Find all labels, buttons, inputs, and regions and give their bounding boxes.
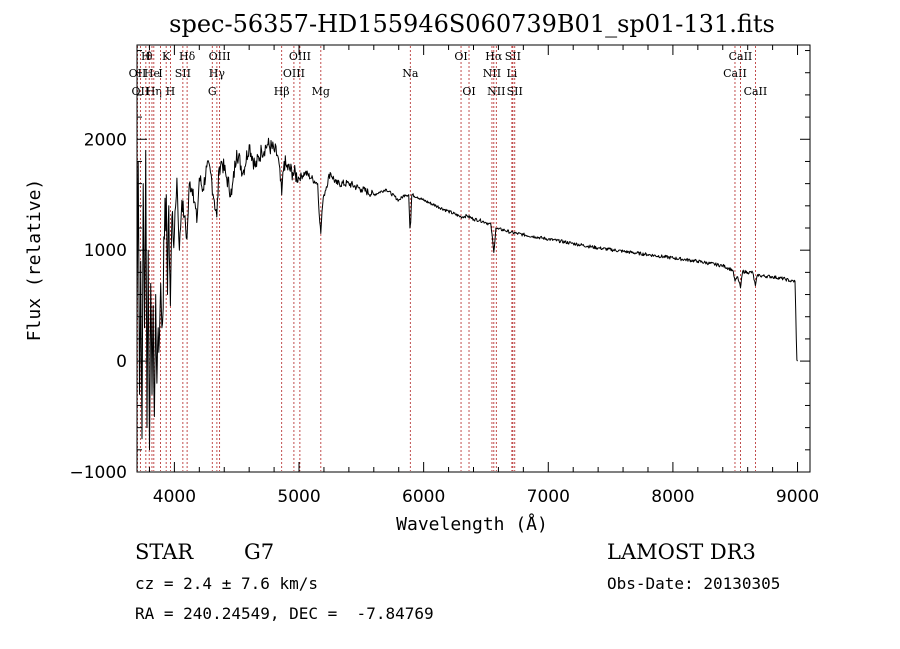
ra-dec-coordinates: RA = 240.24549, DEC = -7.84769 (135, 604, 434, 623)
line-label-7: K (162, 50, 171, 63)
x-tick-label-5: 9000 (776, 487, 819, 507)
spectral-line-markers: OIIOIIHθHηHeIKHSIIHδGHγOIIIHβOIIIOIIIMgN… (129, 46, 768, 471)
x-tick-label-4: 8000 (651, 487, 694, 507)
y-tick-label-2: 1000 (84, 241, 127, 261)
line-label-2: H (141, 50, 151, 63)
line-label-15: OIII (283, 67, 305, 80)
spectrum-series (136, 137, 798, 451)
x-tick-label-2: 6000 (402, 487, 445, 507)
line-label-23: NII (487, 85, 505, 98)
line-label-14: Hβ (274, 85, 290, 98)
line-label-24: Li (506, 67, 517, 80)
line-label-12: Hγ (209, 67, 226, 80)
line-label-13: OIII (209, 50, 231, 63)
line-label-19: OI (454, 50, 467, 63)
observation-date: Obs-Date: 20130305 (607, 574, 781, 593)
line-label-9: SII (175, 67, 191, 80)
x-tick-label-0: 4000 (153, 487, 196, 507)
line-label-4: Hη (146, 85, 162, 98)
line-label-28: CaII (729, 50, 753, 63)
x-tick-label-1: 5000 (277, 487, 320, 507)
line-label-6: I (158, 67, 162, 80)
line-label-11: G (208, 85, 217, 98)
x-tick-label-3: 7000 (527, 487, 570, 507)
plot-frame (136, 44, 811, 473)
y-tick-label-1: 0 (116, 352, 127, 372)
y-axis-label: Flux (relative) (24, 179, 45, 342)
line-label-16: OIII (289, 50, 311, 63)
line-label-10: Hδ (179, 50, 196, 63)
line-label-29: CaII (744, 85, 768, 98)
spectrum-line (136, 137, 798, 451)
object-class: STAR (135, 540, 194, 564)
line-label-18: Na (402, 67, 419, 80)
axis-ticks: 4000 5000 6000 7000 8000 9000 −1000 0 1000 2000 (69, 45, 819, 507)
survey-name: LAMOST DR3 (607, 540, 756, 564)
line-label-17: Mg (312, 85, 330, 98)
line-label-21: NII (483, 67, 501, 80)
line-label-27: CaII (723, 67, 747, 80)
line-label-5: He (144, 67, 160, 80)
line-label-20: OI (462, 85, 475, 98)
y-tick-label-3: 2000 (84, 130, 127, 150)
line-label-22: Hα (485, 50, 503, 63)
line-label-8: H (166, 85, 176, 98)
object-subclass: G7 (244, 540, 275, 564)
redshift-cz: cz = 2.4 ± 7.6 km/s (135, 574, 319, 593)
line-label-1: OII (132, 85, 150, 98)
line-label-26: SII (507, 85, 523, 98)
y-tick-label-0: −1000 (69, 463, 127, 483)
line-label-25: SII (505, 50, 521, 63)
x-axis-label: Wavelength (Å) (396, 513, 548, 535)
line-label-3: θ (146, 50, 153, 63)
chart-title: spec-56357-HD155946S060739B01_sp01-131.f… (169, 10, 775, 38)
